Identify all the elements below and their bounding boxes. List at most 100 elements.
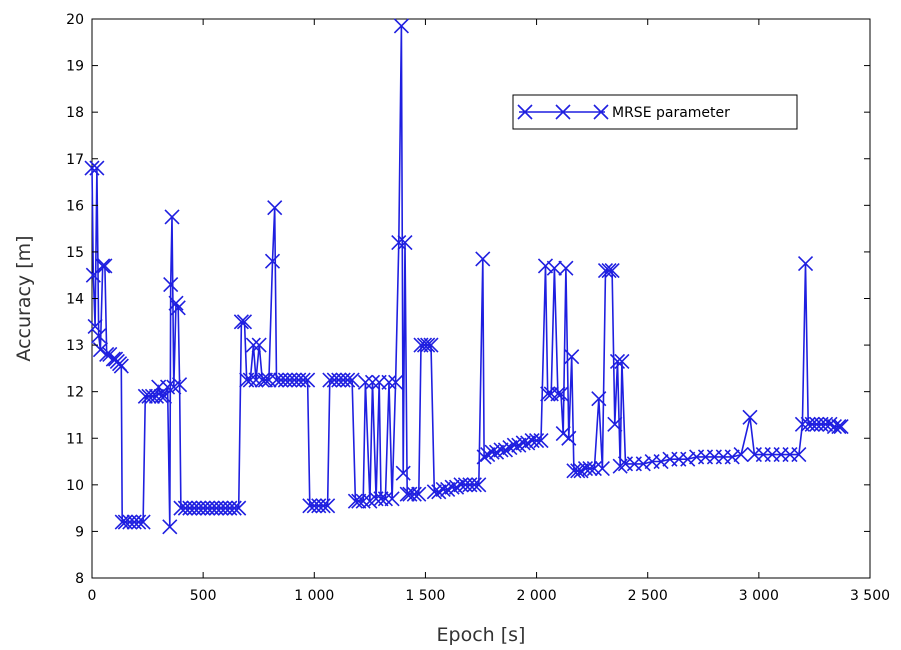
data-point-marker	[399, 486, 415, 502]
x-axis-label: Epoch [s]	[437, 624, 526, 646]
data-point-marker	[612, 458, 628, 474]
data-point-marker	[529, 433, 545, 449]
x-tick-label: 0	[88, 588, 97, 604]
axes	[91, 18, 871, 579]
data-point-marker	[91, 328, 107, 344]
data-point-marker	[476, 449, 492, 465]
data-point-marker	[506, 437, 522, 453]
data-point-marker	[135, 514, 151, 530]
x-tick-label: 3 500	[850, 588, 890, 604]
x-tick-label: 1 500	[405, 588, 445, 604]
data-point-marker	[635, 456, 651, 472]
data-point-marker	[264, 253, 281, 269]
data-point-marker	[594, 460, 610, 477]
data-point-marker	[267, 200, 283, 216]
data-point-marker	[87, 318, 103, 335]
data-point-marker	[826, 419, 842, 435]
data-point-marker	[172, 377, 188, 393]
data-point-marker	[537, 258, 554, 274]
data-point-marker	[84, 160, 100, 176]
y-tick-label: 11	[66, 431, 84, 447]
data-point-marker	[315, 498, 331, 514]
data-point-marker	[533, 433, 549, 449]
data-point-marker	[164, 209, 180, 225]
y-tick-label: 17	[66, 152, 84, 168]
data-point-marker	[344, 372, 360, 388]
data-point-marker	[448, 479, 465, 495]
x-tick-label: 1 000	[294, 588, 334, 604]
data-point-marker	[236, 314, 253, 330]
x-tick-label: 2 000	[517, 588, 557, 604]
data-point-marker	[435, 481, 451, 498]
data-point-marker	[833, 419, 849, 435]
data-point-marker	[653, 453, 669, 470]
data-point-marker	[373, 491, 389, 507]
legend-x-marker	[593, 104, 609, 120]
data-point-marker	[114, 514, 130, 530]
data-point-marker	[573, 463, 589, 479]
data-point-marker	[163, 276, 179, 293]
data-point-marker	[604, 262, 620, 279]
data-point-marker	[515, 435, 531, 451]
y-tick-label: 19	[66, 59, 84, 75]
data-point-marker	[357, 374, 373, 390]
data-point-marker	[320, 498, 336, 514]
tick-labels: 0 500 1 000 1 500 2 000 2 500 3 000 3 500 8 9 10 11…	[66, 12, 890, 604]
data-point-marker	[797, 255, 814, 272]
data-point-marker	[416, 337, 433, 353]
data-point-marker	[300, 372, 316, 388]
data-point-marker	[406, 486, 422, 502]
data-point-marker	[791, 446, 807, 463]
data-point-marker	[480, 446, 496, 463]
data-point-marker	[162, 519, 178, 535]
data-point-marker	[397, 235, 413, 251]
legend-x-marker	[517, 104, 533, 120]
data-point-marker	[242, 372, 258, 388]
data-point-marker	[231, 500, 247, 516]
data-point-marker	[395, 465, 411, 481]
data-point-marker	[340, 372, 356, 388]
data-point-marker	[601, 262, 617, 279]
data-point-marker	[245, 337, 261, 353]
data-point-marker	[153, 388, 169, 404]
data-point-marker	[113, 358, 129, 374]
data-point-marker	[347, 493, 363, 509]
data-point-marker	[484, 444, 500, 460]
y-tick-label: 12	[66, 385, 84, 401]
data-point-marker	[680, 451, 696, 467]
data-point-marker	[564, 349, 580, 365]
y-tick-label: 8	[75, 571, 84, 587]
data-point-marker	[423, 337, 439, 353]
data-point-marker	[391, 235, 407, 251]
data-point-marker	[440, 481, 456, 498]
data-point-marker	[131, 514, 147, 530]
y-tick-label: 13	[66, 338, 84, 354]
data-point-marker	[431, 484, 447, 500]
x-tick-label: 500	[190, 588, 217, 604]
data-point-marker	[95, 258, 111, 274]
data-point-marker	[381, 374, 397, 390]
data-point-marker	[475, 251, 491, 267]
data-point-marker	[420, 337, 436, 353]
data-point-marker	[257, 372, 273, 388]
legend-x-marker	[555, 104, 571, 120]
data-point-marker	[724, 449, 740, 465]
data-point-marker	[591, 391, 607, 407]
legend-label: MRSE parameter	[612, 105, 730, 121]
data-point-marker	[488, 444, 505, 460]
y-tick-label: 18	[66, 105, 84, 121]
data-point-marker	[550, 386, 566, 402]
y-tick-label: 16	[66, 198, 84, 214]
x-tick-label: 2 500	[628, 588, 668, 604]
data-point-marker	[614, 353, 630, 369]
data-point-marker	[411, 486, 427, 502]
data-point-marker	[444, 479, 460, 495]
data-point-marker	[388, 374, 404, 390]
data-point-marker	[597, 262, 614, 279]
data-point-marker	[471, 477, 487, 493]
series-layer	[84, 18, 849, 535]
data-point-marker	[493, 442, 509, 458]
data-point-marker	[546, 260, 562, 276]
data-point-marker	[355, 493, 371, 509]
